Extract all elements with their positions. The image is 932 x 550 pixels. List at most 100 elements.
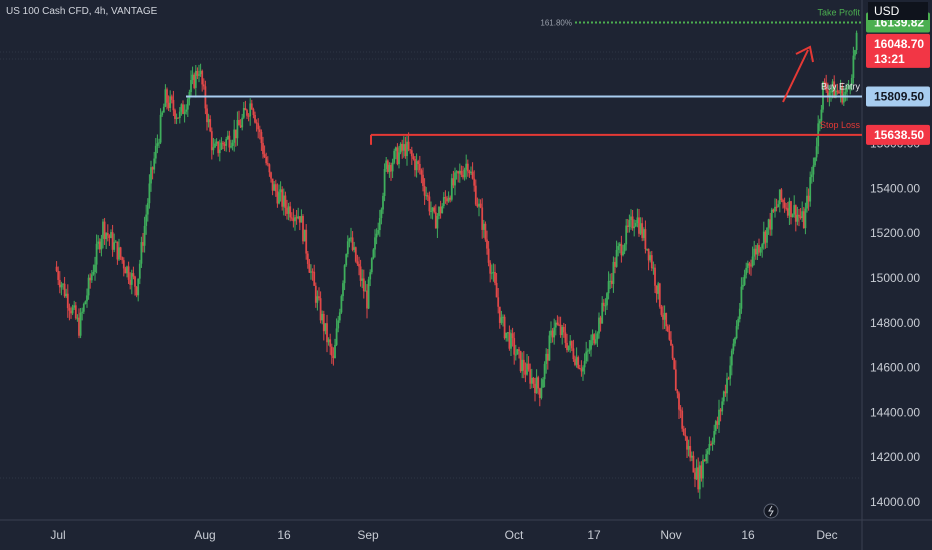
candle-body bbox=[342, 283, 344, 297]
candle-body bbox=[698, 465, 701, 490]
candle-body bbox=[831, 81, 834, 91]
candle-body bbox=[710, 443, 712, 445]
candle-body bbox=[348, 238, 351, 242]
candle-body bbox=[207, 119, 210, 123]
candle-body bbox=[478, 203, 480, 207]
candle-body bbox=[150, 167, 152, 184]
candle-body bbox=[641, 223, 644, 238]
candle-body bbox=[713, 431, 716, 443]
x-tick-label: 16 bbox=[277, 528, 291, 542]
candle-body bbox=[742, 284, 744, 287]
candle-body bbox=[60, 284, 63, 288]
candle-body bbox=[590, 340, 592, 350]
candle-body bbox=[506, 332, 509, 334]
candle-body bbox=[378, 218, 381, 231]
candle-body bbox=[686, 436, 688, 450]
candle-body bbox=[836, 90, 839, 92]
candle-body bbox=[543, 363, 546, 380]
candle-body bbox=[727, 378, 730, 380]
candle-body bbox=[721, 401, 724, 412]
candle-body bbox=[359, 266, 362, 281]
candle-body bbox=[118, 247, 120, 260]
candle-body bbox=[201, 70, 204, 85]
candle-body bbox=[263, 154, 266, 157]
fib-level-label: 161.80% bbox=[540, 18, 572, 27]
candle-body bbox=[420, 170, 423, 175]
y-tick-label: 14600.00 bbox=[870, 361, 920, 375]
candle-body bbox=[313, 271, 316, 286]
candle-body bbox=[84, 301, 87, 304]
y-tick-label: 15000.00 bbox=[870, 271, 920, 285]
candle-body bbox=[214, 143, 216, 148]
candle-body bbox=[660, 306, 663, 315]
candle-body bbox=[702, 459, 704, 479]
candle-body bbox=[519, 350, 522, 372]
candle-body bbox=[119, 247, 122, 258]
candle-body bbox=[314, 285, 317, 303]
candle-body bbox=[799, 216, 802, 219]
candle-body bbox=[271, 178, 274, 191]
candle-body bbox=[559, 324, 562, 336]
candle-body bbox=[585, 351, 588, 362]
candle-body bbox=[138, 263, 141, 279]
candle-body bbox=[236, 120, 239, 139]
candle-body bbox=[230, 145, 232, 148]
candle-body bbox=[436, 216, 439, 229]
current-price-tag-text: 13:21 bbox=[874, 52, 905, 66]
candle-body bbox=[425, 195, 428, 197]
candle-body bbox=[414, 158, 416, 171]
candle-body bbox=[452, 178, 455, 186]
candle-body bbox=[146, 203, 149, 215]
candle-body bbox=[210, 131, 213, 151]
candle-body bbox=[412, 156, 415, 159]
candle-body bbox=[247, 115, 250, 117]
candle-body bbox=[186, 99, 189, 110]
candle-body bbox=[114, 241, 117, 243]
candle-body bbox=[465, 163, 468, 170]
candle-body bbox=[838, 91, 840, 94]
candle-body bbox=[849, 85, 852, 87]
candle-body bbox=[74, 305, 77, 319]
candle-body bbox=[574, 359, 576, 365]
candle-body bbox=[505, 332, 508, 339]
candle-body bbox=[158, 142, 160, 144]
candle-body bbox=[410, 150, 413, 157]
candle-body bbox=[529, 369, 532, 384]
candle-body bbox=[399, 143, 402, 153]
stop-loss-label: Stop Loss bbox=[820, 120, 861, 130]
candle-body bbox=[700, 465, 703, 479]
candle-body bbox=[633, 226, 636, 229]
candle-body bbox=[70, 310, 72, 314]
candle-body bbox=[438, 207, 440, 217]
candle-body bbox=[225, 139, 228, 146]
candle-body bbox=[449, 197, 452, 200]
candle-body bbox=[89, 277, 92, 281]
candle-body bbox=[711, 442, 714, 445]
candle-body bbox=[206, 108, 208, 123]
candle-body bbox=[801, 211, 804, 219]
candle-body bbox=[535, 377, 538, 394]
candle-body bbox=[810, 174, 813, 178]
current-price-tag-text: 16048.70 bbox=[874, 37, 924, 51]
candle-body bbox=[846, 88, 848, 92]
y-tick-label: 14800.00 bbox=[870, 316, 920, 330]
candle-body bbox=[606, 293, 608, 306]
candle-body bbox=[833, 81, 836, 98]
y-tick-label: 14000.00 bbox=[870, 495, 920, 509]
candle-body bbox=[148, 183, 151, 204]
candle-body bbox=[154, 145, 157, 159]
candle-body bbox=[178, 111, 181, 118]
candle-body bbox=[274, 184, 277, 192]
candle-body bbox=[726, 378, 728, 394]
candle-body bbox=[714, 421, 717, 432]
candle-body bbox=[761, 244, 764, 249]
candle-body bbox=[132, 273, 135, 277]
candle-body bbox=[814, 157, 816, 166]
candle-body bbox=[578, 368, 581, 370]
candle-body bbox=[326, 323, 328, 343]
candle-body bbox=[151, 167, 154, 170]
candle-body bbox=[65, 293, 68, 297]
